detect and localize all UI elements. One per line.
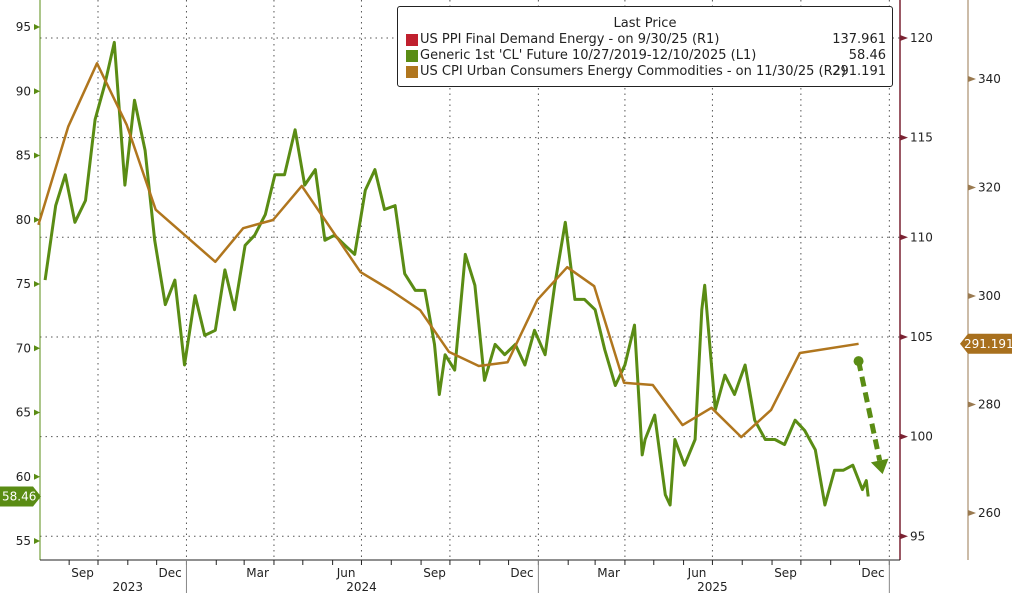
legend: Last Price US PPI Final Demand Energy - … [397, 6, 893, 87]
legend-entry-ppi: US PPI Final Demand Energy - on 9/30/25 … [398, 32, 892, 48]
last-value-badge-r2 [960, 333, 1012, 354]
x-month-label: Dec [510, 566, 533, 580]
series-line-l1 [43, 40, 870, 507]
r1-tick-label: 100 [910, 430, 933, 444]
r1-tick-marker [900, 234, 908, 241]
legend-value: 58.46 [848, 48, 886, 63]
left-tick-label: 80 [16, 213, 31, 227]
legend-swatch-green [406, 50, 418, 62]
r1-tick-marker [900, 35, 908, 41]
left-tick-marker [34, 88, 40, 95]
r2-tick-label: 300 [978, 289, 1001, 303]
legend-entry-cpi: US CPI Urban Consumers Energy Commoditie… [398, 64, 892, 80]
x-month-label: Dec [158, 566, 181, 580]
left-tick-label: 70 [16, 341, 31, 355]
left-tick-label: 60 [16, 470, 31, 484]
r1-tick-marker [900, 533, 908, 540]
last-value-badge-l1 [0, 486, 41, 507]
r2-tick-label: 320 [978, 181, 1001, 195]
x-month-label: Sep [71, 566, 94, 580]
left-tick-label: 65 [16, 406, 31, 420]
r2-tick-label: 340 [978, 72, 1001, 86]
r1-tick-label: 95 [910, 529, 925, 543]
r1-tick-label: 110 [910, 230, 933, 244]
r2-tick-marker [968, 401, 976, 408]
annotation-dashed-arrow [856, 360, 883, 462]
r2-tick-marker [968, 510, 976, 516]
x-month-label: Dec [861, 566, 884, 580]
r2-tick-label: 260 [978, 506, 1001, 520]
left-tick-marker [34, 24, 40, 30]
r1-tick-label: 105 [910, 330, 933, 344]
legend-value: 291.191 [832, 64, 886, 79]
r1-tick-marker [900, 433, 908, 440]
legend-title: Last Price [613, 16, 677, 31]
r2-tick-label: 280 [978, 398, 1001, 412]
left-tick-marker [34, 409, 40, 416]
r1-tick-marker [900, 134, 908, 141]
x-month-label: Mar [597, 566, 620, 580]
left-tick-marker [34, 538, 40, 544]
left-tick-marker [34, 152, 40, 159]
x-year-label: 2024 [346, 580, 377, 593]
r1-tick-marker [900, 333, 908, 340]
r1-tick-label: 115 [910, 131, 933, 145]
legend-swatch-red [406, 34, 418, 46]
x-year-label: 2023 [113, 580, 144, 593]
left-tick-label: 55 [16, 534, 31, 548]
x-month-label: Mar [246, 566, 269, 580]
x-month-label: Sep [774, 566, 797, 580]
left-tick-label: 90 [16, 84, 31, 98]
left-tick-marker [34, 216, 40, 223]
legend-value: 137.961 [832, 32, 886, 47]
legend-label: US PPI Final Demand Energy - on 9/30/25 … [420, 32, 720, 47]
r2-tick-marker [968, 184, 976, 191]
series-line-r2 [37, 62, 859, 439]
left-tick-label: 95 [16, 20, 31, 34]
r2-tick-marker [968, 293, 976, 299]
x-month-label: Jun [336, 566, 356, 580]
legend-label: US CPI Urban Consumers Energy Commoditie… [420, 64, 846, 79]
x-month-label: Sep [423, 566, 446, 580]
last-value-label-l1: 58.46 [2, 490, 36, 504]
x-month-label: Jun [687, 566, 707, 580]
left-tick-marker [34, 473, 40, 480]
left-tick-marker [34, 345, 40, 352]
last-value-label-r2: 291.191 [964, 337, 1012, 351]
left-tick-marker [34, 281, 40, 287]
left-tick-label: 75 [16, 277, 31, 291]
annotation-arrowhead [870, 458, 889, 475]
legend-entry-cl: Generic 1st 'CL' Future 10/27/2019-12/10… [398, 48, 892, 64]
r1-tick-label: 120 [910, 31, 933, 45]
legend-swatch-orange [406, 66, 418, 78]
left-tick-label: 85 [16, 149, 31, 163]
legend-label: Generic 1st 'CL' Future 10/27/2019-12/10… [420, 48, 757, 63]
r2-tick-marker [968, 76, 976, 82]
x-year-label: 2025 [697, 580, 728, 593]
